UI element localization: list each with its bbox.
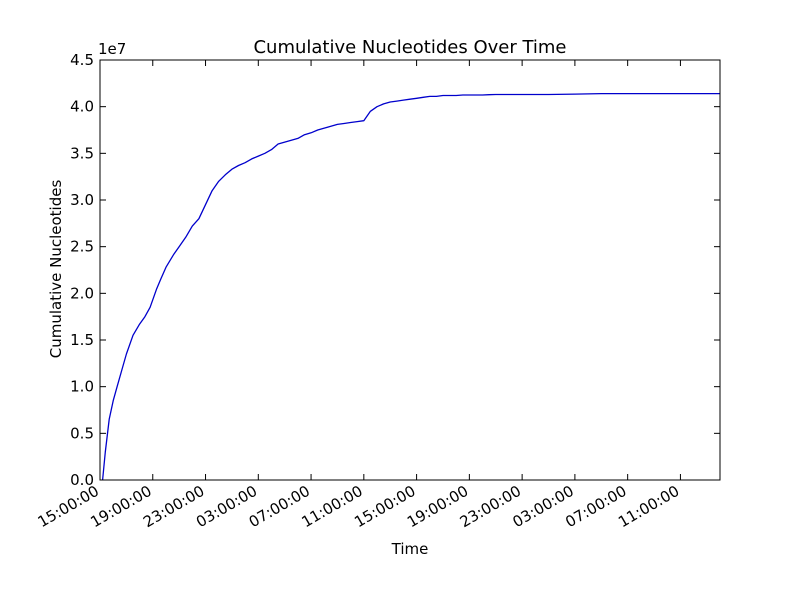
y-tick-label: 2.0 [70, 284, 94, 302]
y-tick-label: 0.0 [70, 471, 94, 489]
series-line [101, 92, 720, 481]
y-tick-label: 4.0 [70, 98, 94, 116]
y-tick-label: 1.5 [70, 331, 94, 349]
series-layer [101, 92, 720, 481]
y-axis-label: Cumulative Nucleotides [47, 180, 65, 359]
y-tick-label: 0.5 [70, 424, 94, 442]
y-multiplier-label: 1e7 [98, 40, 126, 58]
y-tick-label: 4.5 [70, 51, 94, 69]
y-tick-label: 3.0 [70, 191, 94, 209]
y-tick-label: 2.5 [70, 238, 94, 256]
chart-title: Cumulative Nucleotides Over Time [253, 37, 566, 58]
y-tick-label: 3.5 [70, 144, 94, 162]
plot-area-frame [99, 59, 721, 481]
x-axis-label: Time [391, 540, 429, 558]
y-tick-label: 1.0 [70, 378, 94, 396]
